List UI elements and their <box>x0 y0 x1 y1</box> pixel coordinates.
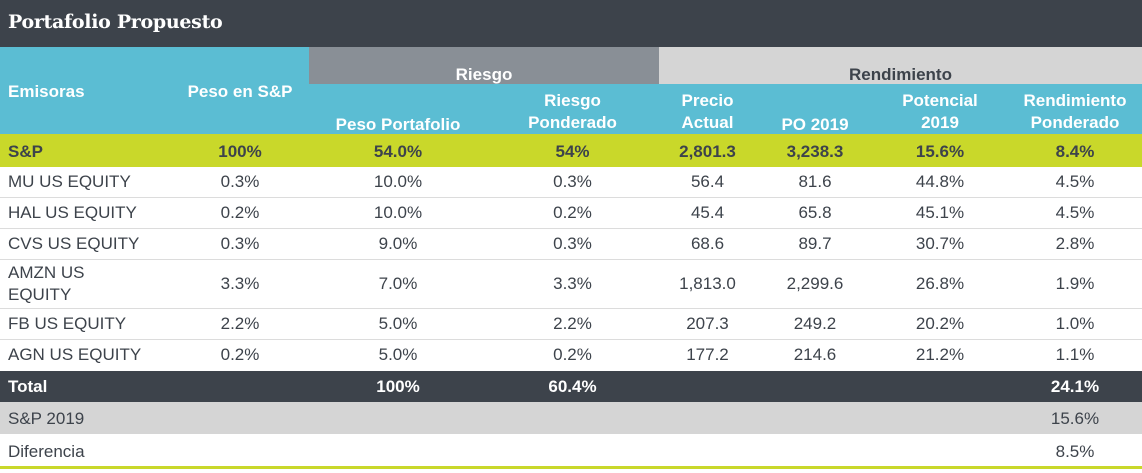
sp2019-label: S&P 2019 <box>8 409 85 428</box>
header-rend-ponderado-1: Rendimiento <box>1023 91 1127 110</box>
header-peso-sp: Peso en S&P <box>187 82 293 101</box>
table-cell-peso-portafolio: 10.0% <box>373 203 423 222</box>
sp-row-name: S&P <box>8 142 43 161</box>
table-cell-peso-sp: 0.2% <box>220 203 260 222</box>
sp-row-potencial: 15.6% <box>915 142 965 161</box>
table-cell-emisora: MU US EQUITY <box>8 172 131 191</box>
table-cell-riesgo-ponderado: 2.2% <box>553 314 592 333</box>
sp-row-po-2019: 3,238.3 <box>786 142 844 161</box>
table-cell-potencial: 21.2% <box>915 345 965 364</box>
table-cell-peso-sp: 0.3% <box>220 234 260 253</box>
header-rendimiento: Rendimiento <box>849 65 952 84</box>
sp-row-rend-ponderado: 8.4% <box>1055 142 1095 161</box>
header-left-block <box>0 47 309 134</box>
table-cell-emisora: AMZN US <box>8 263 85 282</box>
table-cell-rend-ponderado: 2.8% <box>1055 234 1095 253</box>
table-cell-peso-portafolio: 10.0% <box>373 172 423 191</box>
table-cell-po-2019: 214.6 <box>793 345 837 364</box>
table-cell-rend-ponderado: 1.1% <box>1055 345 1095 364</box>
table-cell-emisora: HAL US EQUITY <box>8 203 137 222</box>
bottom-accent-line <box>0 466 1142 469</box>
table-cell-peso-sp: 2.2% <box>220 314 260 333</box>
table-cell-potencial: 44.8% <box>915 172 965 191</box>
total-riesgo-ponderado: 60.4% <box>548 377 597 396</box>
table-cell-emisora-line2: EQUITY <box>8 285 72 304</box>
table-cell-precio-actual: 177.2 <box>686 345 729 364</box>
diferencia-label: Diferencia <box>8 442 85 461</box>
sp-row-riesgo-ponderado: 54% <box>555 142 590 161</box>
total-rend-ponderado: 24.1% <box>1050 377 1100 396</box>
table-cell-potencial: 20.2% <box>915 314 965 333</box>
row-divider <box>0 308 1142 309</box>
table-cell-precio-actual: 56.4 <box>690 172 725 191</box>
header-subcolumns <box>309 84 1142 134</box>
table-cell-peso-portafolio: 7.0% <box>378 274 418 293</box>
sp-row-peso-portafolio: 54.0% <box>373 142 423 161</box>
table-cell-potencial: 30.7% <box>915 234 965 253</box>
diferencia-value: 8.5% <box>1055 442 1095 461</box>
title-bar: Portafolio Propuesto <box>0 0 1142 47</box>
table-cell-rend-ponderado: 1.0% <box>1055 314 1095 333</box>
row-divider <box>0 339 1142 340</box>
table-cell-po-2019: 89.7 <box>798 234 832 253</box>
table-cell-potencial: 45.1% <box>915 203 965 222</box>
table-cell-peso-sp: 3.3% <box>220 274 260 293</box>
sp-row-precio-actual: 2,801.3 <box>679 142 736 161</box>
table-cell-emisora: CVS US EQUITY <box>8 234 140 253</box>
table-cell-precio-actual: 68.6 <box>690 234 725 253</box>
table-cell-peso-portafolio: 9.0% <box>378 234 418 253</box>
table-cell-riesgo-ponderado: 0.3% <box>553 172 592 191</box>
header-potencial-2: 2019 <box>921 113 959 132</box>
header-riesgo-group <box>309 47 659 84</box>
total-row <box>0 371 1142 402</box>
table-cell-emisora: AGN US EQUITY <box>8 345 142 364</box>
table-cell-emisora: FB US EQUITY <box>8 314 127 333</box>
header-precio-actual-1: Precio <box>681 91 734 110</box>
table-cell-riesgo-ponderado: 3.3% <box>553 274 592 293</box>
total-label: Total <box>8 377 48 396</box>
table-cell-po-2019: 249.2 <box>793 314 837 333</box>
row-divider <box>0 228 1142 229</box>
table-cell-riesgo-ponderado: 0.2% <box>553 345 592 364</box>
table-cell-riesgo-ponderado: 0.2% <box>553 203 592 222</box>
sp2019-row <box>0 402 1142 434</box>
table-cell-precio-actual: 45.4 <box>690 203 725 222</box>
row-divider <box>0 197 1142 198</box>
row-divider <box>0 259 1142 260</box>
header-precio-actual-2: Actual <box>681 113 734 132</box>
header-rend-ponderado-2: Ponderado <box>1030 113 1120 132</box>
header-emisoras: Emisoras <box>8 82 85 101</box>
header-potencial-1: Potencial <box>902 91 978 110</box>
header-po-2019: PO 2019 <box>781 115 849 134</box>
table-cell-precio-actual: 1,813.0 <box>679 274 736 293</box>
table-cell-rend-ponderado: 1.9% <box>1055 274 1095 293</box>
table-cell-peso-sp: 0.3% <box>220 172 260 191</box>
table-cell-peso-portafolio: 5.0% <box>378 314 418 333</box>
table-cell-po-2019: 2,299.6 <box>786 274 844 293</box>
table-cell-rend-ponderado: 4.5% <box>1055 172 1095 191</box>
header-riesgo-ponderado-2: Ponderado <box>528 113 617 132</box>
table-cell-peso-sp: 0.2% <box>220 345 260 364</box>
table-cell-peso-portafolio: 5.0% <box>378 345 418 364</box>
header-riesgo: Riesgo <box>455 65 513 84</box>
total-peso-portafolio: 100% <box>376 377 420 396</box>
table-cell-po-2019: 65.8 <box>798 203 832 222</box>
sp2019-value: 15.6% <box>1050 409 1100 428</box>
table-title: Portafolio Propuesto <box>8 11 223 33</box>
header-peso-portafolio: Peso Portafolio <box>335 115 461 134</box>
sp-row-peso-sp: 100% <box>218 142 262 161</box>
table-cell-potencial: 26.8% <box>915 274 965 293</box>
sp-row <box>0 134 1142 167</box>
header-riesgo-ponderado-1: Riesgo <box>544 91 601 110</box>
table-cell-po-2019: 81.6 <box>798 172 832 191</box>
table-cell-riesgo-ponderado: 0.3% <box>553 234 592 253</box>
table-cell-precio-actual: 207.3 <box>686 314 729 333</box>
table-cell-rend-ponderado: 4.5% <box>1055 203 1095 222</box>
header-rendimiento-group <box>659 47 1142 84</box>
